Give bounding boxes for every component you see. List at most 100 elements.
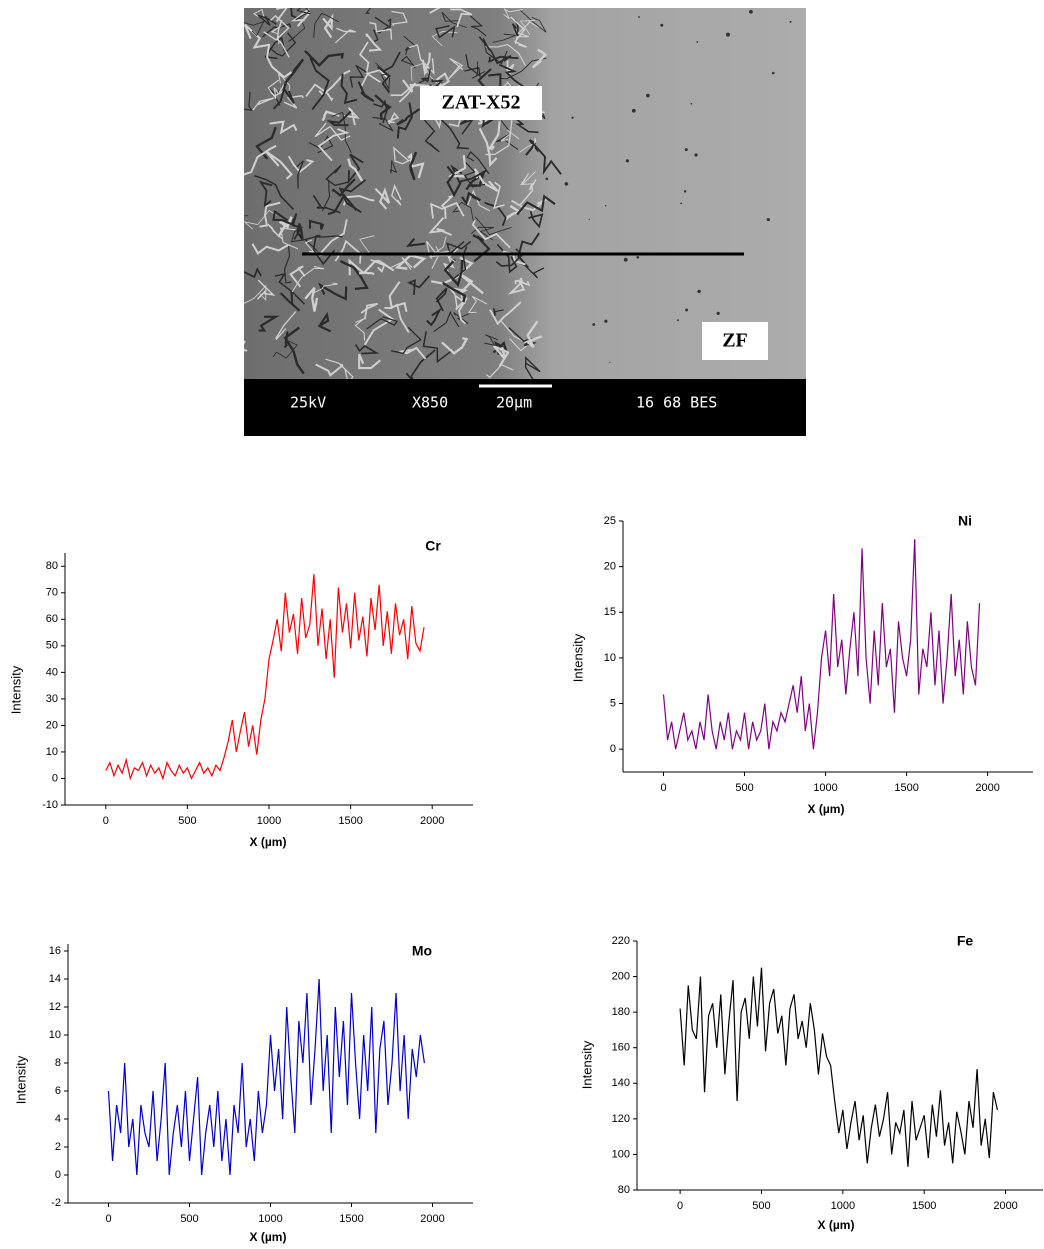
grain-boundary bbox=[266, 43, 292, 79]
grain-boundary bbox=[446, 240, 471, 256]
pore bbox=[660, 23, 664, 27]
grain-boundary bbox=[318, 69, 351, 96]
grain-boundary bbox=[291, 265, 325, 293]
grain-boundary bbox=[374, 94, 392, 121]
grain-boundary bbox=[365, 8, 386, 14]
grain-boundary bbox=[517, 232, 540, 269]
grain-boundary bbox=[244, 144, 277, 176]
chart-title: Ni bbox=[958, 513, 972, 529]
grain-boundary bbox=[312, 234, 336, 266]
y-tick-label: 10 bbox=[46, 746, 58, 758]
grain-boundary bbox=[499, 57, 547, 80]
pore bbox=[623, 257, 628, 262]
grain-boundary bbox=[407, 152, 425, 179]
info-text: 25kV bbox=[290, 394, 326, 412]
grain-boundary bbox=[358, 353, 381, 370]
grain-boundary bbox=[258, 180, 273, 208]
grain-boundary bbox=[514, 279, 531, 287]
grain-boundary bbox=[354, 318, 366, 341]
grain-boundary bbox=[513, 116, 539, 134]
y-tick-label: 15 bbox=[604, 606, 616, 618]
pore bbox=[636, 255, 640, 259]
y-axis-label: Intensity bbox=[570, 633, 585, 682]
grain-boundary bbox=[354, 344, 380, 355]
grain-boundary bbox=[290, 229, 319, 252]
pore bbox=[646, 93, 650, 98]
x-tick-label: 2000 bbox=[420, 815, 444, 827]
grain-boundary bbox=[373, 99, 388, 124]
grain-boundary bbox=[275, 8, 288, 23]
label-box bbox=[702, 322, 768, 360]
grain-boundary bbox=[471, 61, 486, 79]
pore bbox=[789, 20, 792, 23]
grain-boundary bbox=[295, 8, 311, 21]
grain-boundary bbox=[370, 259, 386, 273]
grain-boundary bbox=[331, 178, 356, 197]
grain-boundary bbox=[244, 20, 265, 37]
grain-boundary bbox=[478, 128, 498, 168]
x-tick-label: 500 bbox=[180, 1213, 198, 1225]
grain-boundary bbox=[406, 275, 431, 295]
grain-boundary bbox=[474, 216, 512, 236]
pore bbox=[588, 218, 590, 220]
x-tick-label: 0 bbox=[660, 782, 666, 794]
pore bbox=[690, 103, 693, 105]
pore bbox=[694, 153, 698, 157]
x-tick-label: 0 bbox=[103, 815, 109, 827]
grain-boundary bbox=[435, 25, 456, 39]
grain-boundary bbox=[485, 118, 513, 156]
grain-boundary bbox=[317, 282, 348, 301]
grain-boundary bbox=[519, 171, 536, 186]
grain-boundary bbox=[272, 339, 298, 359]
y-tick-label: 5 bbox=[610, 697, 616, 709]
pore bbox=[592, 323, 596, 326]
grain-boundary bbox=[277, 73, 290, 97]
y-tick-label: 4 bbox=[55, 1113, 61, 1125]
grain-boundary bbox=[357, 81, 375, 103]
grain-boundary bbox=[304, 286, 319, 312]
pore bbox=[604, 205, 607, 207]
grain-boundary bbox=[259, 201, 281, 228]
grain-boundary bbox=[458, 272, 484, 295]
grain-boundary bbox=[347, 153, 364, 185]
grain-boundary bbox=[244, 23, 269, 49]
y-tick-label: 16 bbox=[49, 945, 61, 957]
grain-boundary bbox=[388, 281, 408, 313]
grain-boundary bbox=[279, 291, 301, 312]
y-tick-label: 160 bbox=[612, 1042, 630, 1054]
x-tick-label: 500 bbox=[735, 782, 753, 794]
grain-boundary bbox=[244, 215, 249, 217]
grain-boundary bbox=[471, 219, 511, 249]
grain-boundary bbox=[486, 363, 514, 379]
grain-boundary bbox=[422, 331, 453, 364]
y-tick-label: 80 bbox=[618, 1184, 630, 1196]
grain-boundary bbox=[393, 146, 411, 165]
y-tick-label: 140 bbox=[612, 1077, 630, 1089]
grain-boundary bbox=[484, 334, 498, 346]
grain-boundary bbox=[287, 155, 315, 174]
grain-boundary bbox=[375, 62, 391, 91]
x-axis-label: X (µm) bbox=[818, 1218, 855, 1232]
grain-boundary bbox=[363, 308, 395, 346]
grain-boundary bbox=[267, 79, 280, 99]
x-tick-label: 1500 bbox=[338, 815, 362, 827]
y-tick-label: 100 bbox=[612, 1148, 630, 1160]
grain-boundary bbox=[493, 181, 505, 209]
grain-boundary bbox=[365, 33, 383, 52]
grain-boundary bbox=[296, 160, 304, 189]
grain-boundary bbox=[369, 22, 393, 40]
sem-texture bbox=[244, 8, 792, 379]
data-line bbox=[107, 978, 425, 1176]
pore bbox=[564, 182, 569, 186]
pore bbox=[625, 159, 630, 163]
chart-title: Mo bbox=[412, 943, 432, 959]
grain-boundary bbox=[264, 36, 286, 60]
y-tick-label: 60 bbox=[46, 613, 58, 625]
x-tick-label: 1000 bbox=[831, 1200, 855, 1212]
y-tick-label: 0 bbox=[610, 743, 616, 755]
grain-boundary bbox=[430, 201, 465, 219]
x-tick-label: 2000 bbox=[420, 1213, 444, 1225]
grain-boundary bbox=[322, 13, 334, 39]
grain-boundary bbox=[331, 111, 352, 154]
grain-boundary bbox=[446, 165, 462, 198]
